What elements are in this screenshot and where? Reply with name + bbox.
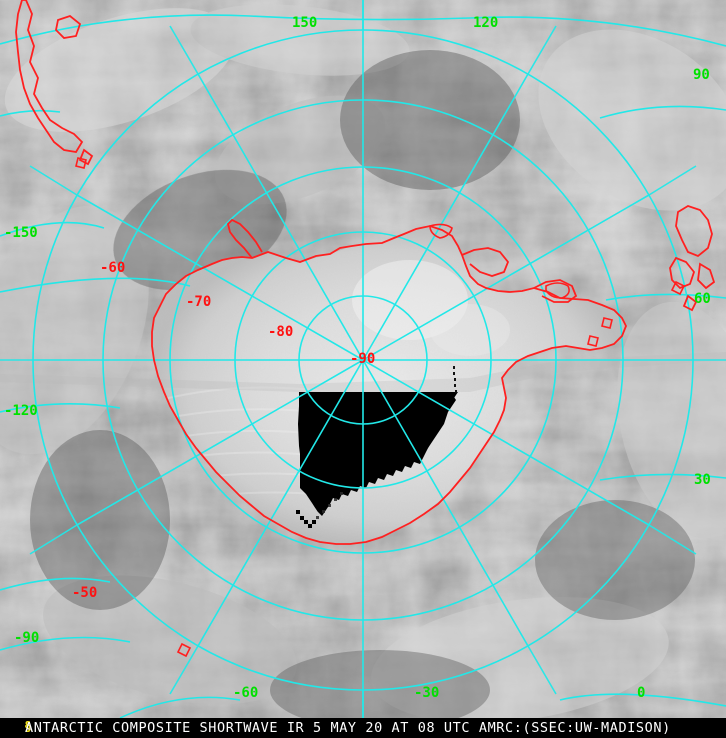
- islands: [75, 157, 686, 658]
- satellite-imagery: 150 120 90 60 30 0 -30 -60 -90 -120 -150…: [0, 0, 726, 718]
- caption-text: ANTARCTIC COMPOSITE SHORTWAVE IR 5 MAY 2…: [25, 720, 671, 736]
- ocean-dark-patches: [30, 50, 695, 718]
- lon-label-neg60: -60: [233, 685, 259, 701]
- lon-label-150: 150: [292, 15, 318, 31]
- lon-label-120: 120: [473, 15, 499, 31]
- scan-artifact-dots: [453, 366, 457, 393]
- lon-label-neg150: -150: [4, 225, 38, 241]
- lat-label-neg50: -50: [72, 585, 98, 601]
- interior-features: [429, 223, 570, 299]
- lon-label-neg90: -90: [14, 630, 40, 646]
- lat-label-neg60: -60: [100, 260, 126, 276]
- lon-label-neg30: -30: [414, 685, 440, 701]
- lat-label-neg70: -70: [186, 294, 212, 310]
- outer-graticule-arcs: [0, 14, 726, 718]
- wedge-serration: [296, 510, 316, 528]
- meridians-outer: [0, 0, 726, 718]
- map-canvas: [0, 0, 726, 718]
- lon-label-neg120: -120: [4, 403, 38, 419]
- lon-label-90: 90: [693, 67, 710, 83]
- cursor-marker-icon: §: [24, 720, 33, 735]
- wedge-dither: [316, 492, 343, 519]
- antarctic-peninsula: [227, 218, 578, 303]
- meridians: [33, 0, 693, 718]
- lon-label-0: 0: [637, 685, 646, 701]
- south-america-coastline: [15, 0, 94, 166]
- lon-label-60: 60: [694, 291, 711, 307]
- new-zealand-coastline: [669, 205, 716, 312]
- lat-label-neg80: -80: [268, 324, 294, 340]
- antarctica-coastline: [151, 225, 627, 545]
- caption-bar: § ANTARCTIC COMPOSITE SHORTWAVE IR 5 MAY…: [0, 718, 726, 738]
- lat-label-neg90: -90: [350, 351, 376, 367]
- scan-band: [0, 352, 726, 392]
- lon-label-30: 30: [694, 472, 711, 488]
